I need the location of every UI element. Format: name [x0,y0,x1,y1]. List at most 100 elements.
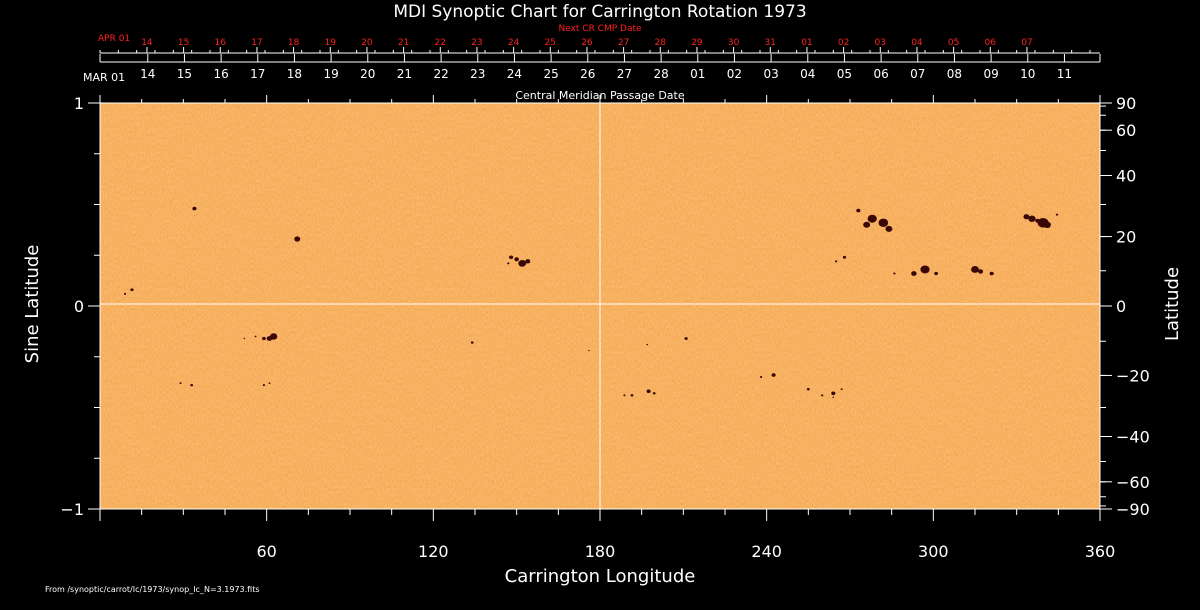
next-cr-date-label: 31 [765,38,776,48]
sunspot [934,271,938,276]
next-cr-date-label: 14 [141,38,153,48]
y-left-tick-label: 1 [74,94,84,113]
y-axis-label-right: Latitude [1162,267,1183,341]
sunspot [518,259,527,267]
sunspot [856,208,861,213]
cmp-date-label: 14 [140,67,155,81]
next-cr-date-label: 16 [215,38,227,48]
sunspot [1023,214,1030,220]
next-cr-date-label: 23 [471,38,482,48]
synoptic-map [99,102,1101,510]
sunspot [588,350,590,352]
next-cr-label: Next CR CMP Date [558,24,642,34]
sunspot [179,382,182,385]
x-tick-label: 60 [256,542,276,561]
sunspot [771,373,776,377]
sunspot [470,341,474,344]
sunspot [893,272,896,275]
sunspot-layer [123,206,1059,399]
cmp-date-label: 09 [983,67,998,81]
sunspot [123,292,127,295]
sunspot [294,236,301,242]
sunspot [646,343,649,346]
cmp-date-label: 26 [580,67,595,81]
sunspot [509,255,514,260]
next-cr-date-label: 17 [251,38,262,48]
sunspot [878,218,889,227]
cmp-date-label: 28 [653,67,668,81]
y-right-tick-label: 40 [1116,167,1136,186]
cmp-date-label: 05 [837,67,852,81]
next-cr-date-label: 19 [325,38,337,48]
sunspot [885,225,893,232]
next-cr-date-label: 29 [691,38,703,48]
cmp-date-label: 23 [470,67,485,81]
x-axis: 60 120 180 240 300 360 [99,95,1116,561]
cmp-date-label: 01 [690,67,705,81]
cmp-date-label: 27 [617,67,632,81]
next-cr-date-label: 15 [178,38,189,48]
sunspot [821,394,824,397]
x-tick-label: 180 [585,542,616,561]
x-tick-label: 120 [418,542,449,561]
cmp-date-label: 22 [433,67,448,81]
next-cr-date-label: 21 [398,38,409,48]
sunspot [243,337,246,340]
cmp-date-label: 07 [910,67,925,81]
sunspot [831,391,836,396]
chart-title: MDI Synoptic Chart for Carrington Rotati… [393,2,806,22]
sunspot [630,394,634,397]
next-cr-date-label: 02 [838,38,849,48]
sunspot [262,336,266,341]
x-tick-label: 360 [1085,542,1116,561]
next-cr-date-label: 04 [911,38,923,48]
cmp-date-axis: MAR 01 11 10 09 08 07 06 05 04 03 02 01 28 27 26 25 24 2… [83,54,1101,84]
sunspot [652,392,656,395]
sunspot [759,376,763,379]
sunspot [806,388,810,391]
next-cr-date-label: 06 [985,38,997,48]
cmp-date-label: 06 [873,67,888,81]
cmp-date-label: 25 [543,67,558,81]
next-cr-date-label: 20 [361,38,373,48]
cmp-date-label: 04 [800,67,815,81]
sunspot [842,255,847,259]
cmp-date-label: 17 [250,67,265,81]
x-axis-label: Carrington Longitude [505,566,696,587]
sunspot [514,257,519,262]
next-cr-date-label: 26 [581,38,593,48]
sunspot [920,265,930,274]
next-cr-date-label: 27 [618,38,629,48]
y-right-tick-label: −90 [1116,500,1150,519]
cmp-date-label: 02 [727,67,742,81]
next-cr-date-label: 07 [1021,38,1032,48]
sunspot [525,259,531,264]
next-cr-date-label: 01 [801,38,812,48]
next-cr-date-label: 05 [948,38,959,48]
sunspot [1043,221,1051,228]
cmp-date-label: 24 [507,67,522,81]
sunspot [840,388,843,391]
sunspot [130,288,134,292]
sunspot [192,206,197,211]
y-right-tick-label: −20 [1116,366,1150,385]
y-left-tick-label: 0 [74,297,84,316]
sunspot [834,260,838,263]
sunspot [262,384,266,387]
cmp-date-label: 19 [323,67,338,81]
cmp-date-label: 08 [947,67,962,81]
next-cr-date-label: 24 [508,38,520,48]
next-cr-date-label: 22 [435,38,446,48]
sunspot [1055,213,1059,216]
next-cr-date-label: 28 [655,38,667,48]
sunspot [646,389,651,394]
y-axis-right: 90 60 40 20 0 −20 −40 −60 −90 [1100,94,1150,519]
sunspot [254,335,257,338]
next-cr-date-label: 03 [875,38,886,48]
cmp-date-label: 10 [1020,67,1035,81]
y-right-tick-label: 90 [1116,94,1136,113]
sunspot [978,269,984,274]
cmp-date-label: 18 [287,67,302,81]
cmp-date-label: 21 [397,67,412,81]
